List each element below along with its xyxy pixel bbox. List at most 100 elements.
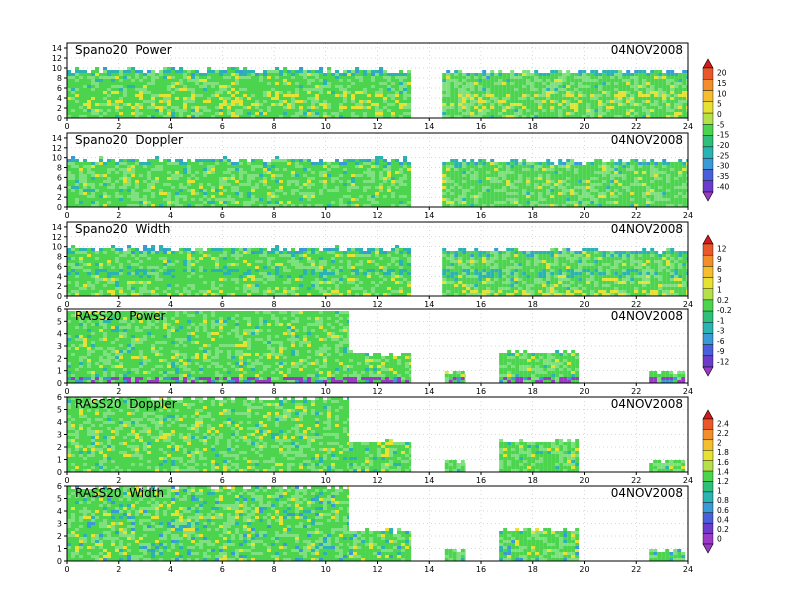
heatmap-cell (143, 79, 147, 82)
heatmap-cell (303, 192, 307, 195)
heatmap-cell (510, 183, 514, 186)
heatmap-cell (446, 73, 450, 76)
heatmap-cell (526, 109, 530, 112)
heatmap-cell (506, 112, 510, 115)
heatmap-cell (351, 82, 355, 85)
heatmap-cell (650, 195, 654, 198)
heatmap-cell (482, 171, 486, 174)
heatmap-cell (375, 88, 379, 91)
heatmap-cell (215, 180, 219, 183)
heatmap-cell (666, 88, 670, 91)
heatmap-cell (303, 82, 307, 85)
heatmap-cell (163, 189, 167, 192)
heatmap-cell (307, 162, 311, 165)
heatmap-cell (271, 165, 275, 168)
heatmap-cell (83, 168, 87, 171)
heatmap-cell (339, 112, 343, 115)
heatmap-cell (367, 76, 371, 79)
heatmap-cell (195, 91, 199, 94)
heatmap-cell (550, 88, 554, 91)
heatmap-cell (554, 73, 558, 76)
heatmap-cell (658, 192, 662, 195)
heatmap-cell (650, 94, 654, 97)
heatmap-cell (387, 189, 391, 192)
heatmap-cell (339, 171, 343, 174)
heatmap-cell (263, 73, 267, 76)
heatmap-cell (570, 103, 574, 106)
heatmap-cell (470, 91, 474, 94)
heatmap-cell (618, 97, 622, 100)
heatmap-cell (179, 159, 183, 162)
heatmap-cell (307, 186, 311, 189)
heatmap-cell (594, 198, 598, 201)
heatmap-cell (399, 186, 403, 189)
heatmap-cell (167, 73, 171, 76)
heatmap-cell (203, 91, 207, 94)
heatmap-cell (622, 100, 626, 103)
heatmap-cell (319, 112, 323, 115)
heatmap-cell (111, 106, 115, 109)
heatmap-cell (514, 159, 518, 162)
heatmap-cell (478, 186, 482, 189)
heatmap-cell (518, 195, 522, 198)
heatmap-cell (327, 183, 331, 186)
heatmap-cell (674, 76, 678, 79)
heatmap-cell (163, 171, 167, 174)
heatmap-cell (586, 109, 590, 112)
heatmap-cell (498, 165, 502, 168)
heatmap-cell (606, 76, 610, 79)
heatmap-cell (506, 168, 510, 171)
heatmap-cell (442, 100, 446, 103)
heatmap-cell (139, 165, 143, 168)
heatmap-cell (139, 76, 143, 79)
heatmap-cell (478, 88, 482, 91)
heatmap-cell (598, 201, 602, 204)
heatmap-cell (167, 109, 171, 112)
heatmap-cell (203, 76, 207, 79)
heatmap-cell (558, 171, 562, 174)
heatmap-cell (99, 85, 103, 88)
heatmap-cell (351, 73, 355, 76)
heatmap-cell (403, 180, 407, 183)
heatmap-cell (586, 180, 590, 183)
heatmap-cell (470, 198, 474, 201)
heatmap-cell (67, 198, 71, 201)
heatmap-cell (199, 165, 203, 168)
heatmap-cell (375, 162, 379, 165)
heatmap-cell (359, 91, 363, 94)
heatmap-cell (626, 73, 630, 76)
heatmap-cell (155, 73, 159, 76)
heatmap-cell (383, 79, 387, 82)
heatmap-cell (319, 168, 323, 171)
heatmap-cell (534, 88, 538, 91)
heatmap-cell (570, 79, 574, 82)
heatmap-cell (454, 177, 458, 180)
heatmap-cell (251, 177, 255, 180)
heatmap-cell (363, 85, 367, 88)
heatmap-cell (482, 85, 486, 88)
heatmap-cell (91, 287, 95, 290)
heatmap-cell (311, 162, 315, 165)
heatmap-cell (347, 109, 351, 112)
heatmap-cell (195, 195, 199, 198)
heatmap-cell (247, 106, 251, 109)
heatmap-cell (223, 195, 227, 198)
heatmap-cell (506, 91, 510, 94)
heatmap-cell (111, 186, 115, 189)
heatmap-cell (526, 97, 530, 100)
heatmap-cell (558, 189, 562, 192)
heatmap-cell (478, 112, 482, 115)
heatmap-cell (466, 85, 470, 88)
heatmap-cell (155, 165, 159, 168)
heatmap-cell (670, 201, 674, 204)
heatmap-cell (291, 186, 295, 189)
heatmap-cell (638, 103, 642, 106)
heatmap-cell (127, 195, 131, 198)
heatmap-cell (223, 94, 227, 97)
heatmap-cell (103, 281, 107, 284)
heatmap-cell (287, 91, 291, 94)
heatmap-cell (311, 201, 315, 204)
heatmap-cell (351, 195, 355, 198)
heatmap-cell (542, 171, 546, 174)
heatmap-cell (107, 281, 111, 284)
